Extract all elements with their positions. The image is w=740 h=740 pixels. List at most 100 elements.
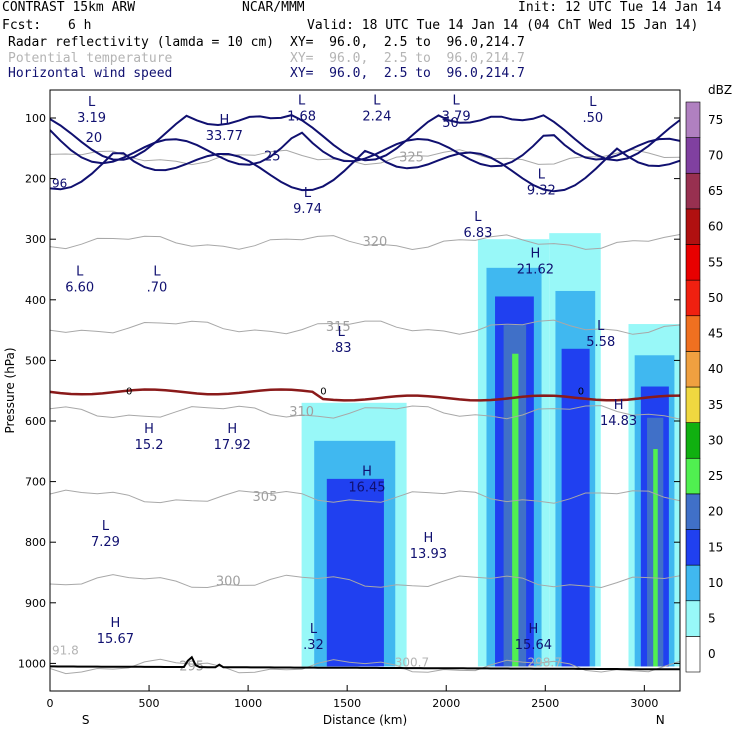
theta-label-305: 305	[253, 490, 278, 505]
freezing-level-line	[50, 388, 680, 402]
x-tick-label: 2000	[432, 697, 460, 710]
edge-contour-label: 91.8	[52, 643, 79, 657]
colorbar-tick-label: 70	[708, 148, 723, 162]
init-time: Init: 12 UTC Tue 14 Jan 14	[518, 0, 722, 15]
low-marker: L	[538, 168, 546, 183]
low-marker: L	[298, 94, 306, 109]
colorbar-tick-label: 55	[708, 255, 723, 269]
extrema-value: 15.64	[515, 638, 552, 653]
x-tick-label: 3000	[630, 697, 658, 710]
field-name-wind: Horizontal wind speed	[8, 66, 173, 81]
y-tick-label: 700	[25, 476, 46, 489]
y-tick-label: 400	[25, 294, 46, 307]
colorbar-swatch	[685, 279, 701, 317]
low-marker: L	[310, 622, 318, 637]
low-marker: L	[453, 94, 461, 109]
field-xy-theta: XY= 96.0, 2.5 to 96.0,214.7	[290, 51, 525, 66]
y-tick-label: 200	[25, 173, 46, 186]
colorbar-swatch	[685, 208, 701, 245]
theta-line-320	[50, 234, 680, 251]
low-marker: L	[76, 265, 84, 280]
extrema-value: 13.93	[410, 547, 447, 562]
extrema-value: 9.74	[293, 202, 322, 217]
x-tick-label: 0	[47, 697, 54, 710]
reflectivity-cell-25dbz	[512, 353, 519, 667]
forecast-label: Fcst:	[2, 18, 42, 33]
colorbar-swatch	[685, 172, 701, 210]
edge-contour-label: 96	[52, 177, 67, 191]
theta-label-320: 320	[362, 235, 387, 250]
high-marker: H	[530, 246, 540, 261]
high-marker: H	[219, 113, 229, 128]
colorbar-swatch	[685, 315, 701, 352]
theta-line-305	[50, 489, 680, 504]
colorbar-tick-label: 35	[708, 398, 723, 412]
extrema-value: .83	[331, 341, 352, 356]
extrema-value: 15.2	[135, 438, 164, 453]
forecast-value: 6 h	[68, 18, 92, 33]
extrema-value: 21.62	[517, 262, 554, 277]
colorbar-swatch	[685, 244, 701, 281]
colorbar-tick-label: 15	[708, 540, 723, 554]
x-end-label-left: S	[82, 713, 90, 727]
freezing-level-label: 0	[126, 386, 132, 397]
reflectivity-cell-25dbz	[653, 448, 658, 667]
freezing-level-label: 0	[320, 386, 326, 397]
colorbar-tick-label: 20	[708, 505, 723, 519]
high-marker: H	[110, 616, 120, 631]
low-marker: L	[153, 265, 161, 280]
wind-label-50: 50	[442, 116, 459, 131]
x-axis-label: Distance (km)	[323, 713, 407, 727]
colorbar-swatch	[685, 529, 701, 566]
edge-contour-label: 300.7	[395, 655, 429, 669]
extrema-value: 3.79	[442, 110, 471, 125]
colorbar-tick-label: 75	[708, 113, 723, 127]
low-marker: L	[597, 319, 605, 334]
y-tick-label: 500	[25, 354, 46, 367]
x-end-label-right: N	[656, 713, 665, 727]
low-marker: L	[589, 95, 597, 110]
theta-line-325	[50, 148, 680, 166]
extrema-value: 15.67	[97, 632, 134, 647]
y-tick-label: 300	[25, 233, 46, 246]
y-axis-label: Pressure (hPa)	[3, 347, 17, 433]
extrema-value: .70	[147, 281, 168, 296]
colorbar-swatch	[685, 600, 701, 637]
high-marker: H	[614, 398, 624, 413]
colorbar-swatch	[685, 137, 701, 174]
colorbar-swatch	[685, 386, 701, 423]
extrema-labels: L3.19L1.68L2.24L3.79L.50H33.77L9.74L6.83…	[52, 94, 637, 670]
org-label: NCAR/MMM	[242, 0, 305, 15]
extrema-value: 6.60	[65, 281, 94, 296]
colorbar-tick-label: 30	[708, 433, 723, 447]
high-marker: H	[362, 465, 372, 480]
extrema-value: 6.83	[463, 226, 492, 241]
extrema-value: 14.83	[600, 414, 637, 429]
extrema-value: 9.32	[527, 184, 556, 199]
extrema-value: .50	[582, 111, 603, 126]
x-tick-label: 500	[139, 697, 160, 710]
high-marker: H	[529, 622, 539, 637]
theta-line-295	[50, 658, 680, 675]
colorbar-tick-label: 5	[708, 612, 716, 626]
low-marker: L	[102, 519, 110, 534]
theta-label-310: 310	[289, 405, 314, 420]
colorbar-tick-label: 45	[708, 327, 723, 341]
wind-line-50	[50, 114, 680, 162]
extrema-value: 17.92	[214, 438, 251, 453]
edge-contour-label: 298.7	[527, 655, 561, 669]
low-marker: L	[474, 210, 482, 225]
extrema-value: 16.45	[348, 481, 385, 496]
terrain-layer	[50, 655, 680, 671]
freezing-level-label: 0	[578, 386, 584, 397]
reflectivity-cell-15dbz	[561, 348, 590, 667]
colorbar-swatch	[685, 636, 701, 673]
colorbar-tick-label: 50	[708, 291, 723, 305]
extrema-value: 5.58	[586, 335, 615, 350]
wind-label-25: 25	[264, 149, 281, 164]
x-tick-label: 2500	[531, 697, 559, 710]
theta-label-300: 300	[216, 575, 241, 590]
high-marker: H	[424, 531, 434, 546]
